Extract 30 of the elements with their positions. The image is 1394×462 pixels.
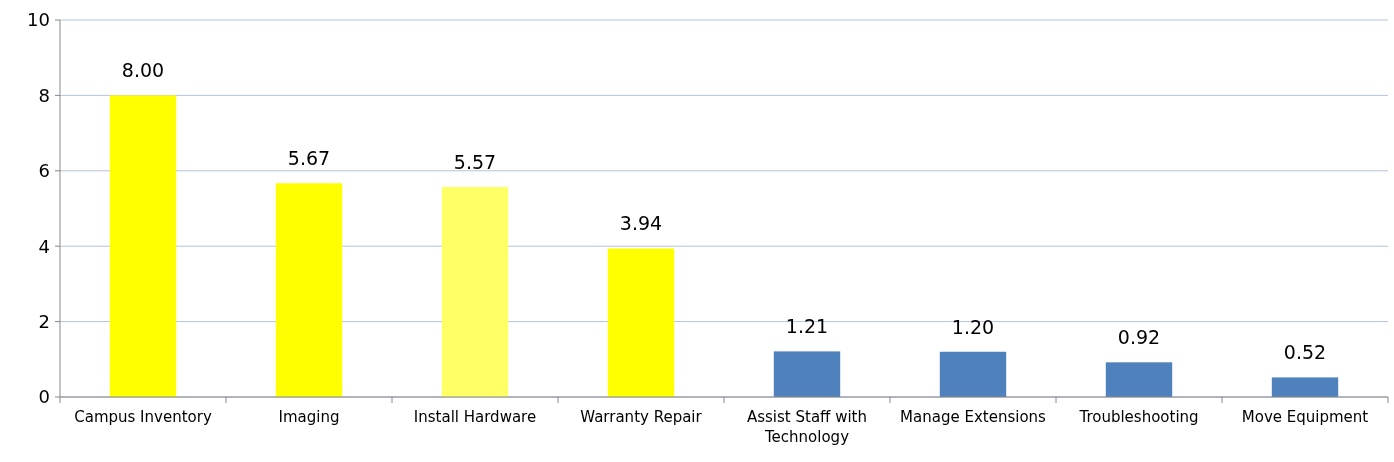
data-label: 1.20: [951, 315, 995, 338]
bar: [1271, 377, 1339, 397]
data-label: 5.57: [453, 151, 497, 174]
x-tick-label: Imaging: [278, 408, 340, 426]
bar: [1105, 362, 1173, 397]
bar: [607, 248, 675, 397]
bar: [109, 95, 177, 397]
y-tick-label: 8: [38, 84, 50, 106]
x-tick-label: Manage Extensions: [900, 408, 1047, 426]
bar: [939, 351, 1007, 397]
x-tick-label: Campus Inventory: [74, 408, 212, 426]
bar: [441, 187, 509, 397]
data-label: 0.52: [1283, 341, 1327, 364]
data-label: 3.94: [619, 212, 663, 235]
data-label: 5.67: [287, 147, 331, 170]
bar: [773, 351, 841, 397]
x-tick-label: Warranty Repair: [580, 408, 703, 426]
x-tick-label: Install Hardware: [413, 408, 537, 426]
y-tick-label: 10: [27, 9, 50, 31]
x-tick-label: Troubleshooting: [1078, 408, 1199, 426]
bar: [275, 183, 343, 397]
y-tick-label: 4: [38, 235, 50, 257]
data-label: 0.92: [1117, 326, 1161, 349]
x-tick-label: Assist Staff with Technology: [746, 408, 868, 446]
y-tick-label: 6: [38, 160, 50, 182]
y-tick-label: 0: [38, 386, 50, 408]
data-label: 8.00: [121, 59, 165, 82]
y-tick-label: 2: [38, 310, 50, 332]
data-label: 1.21: [785, 315, 829, 338]
x-tick-label: Move Equipment: [1241, 408, 1369, 426]
